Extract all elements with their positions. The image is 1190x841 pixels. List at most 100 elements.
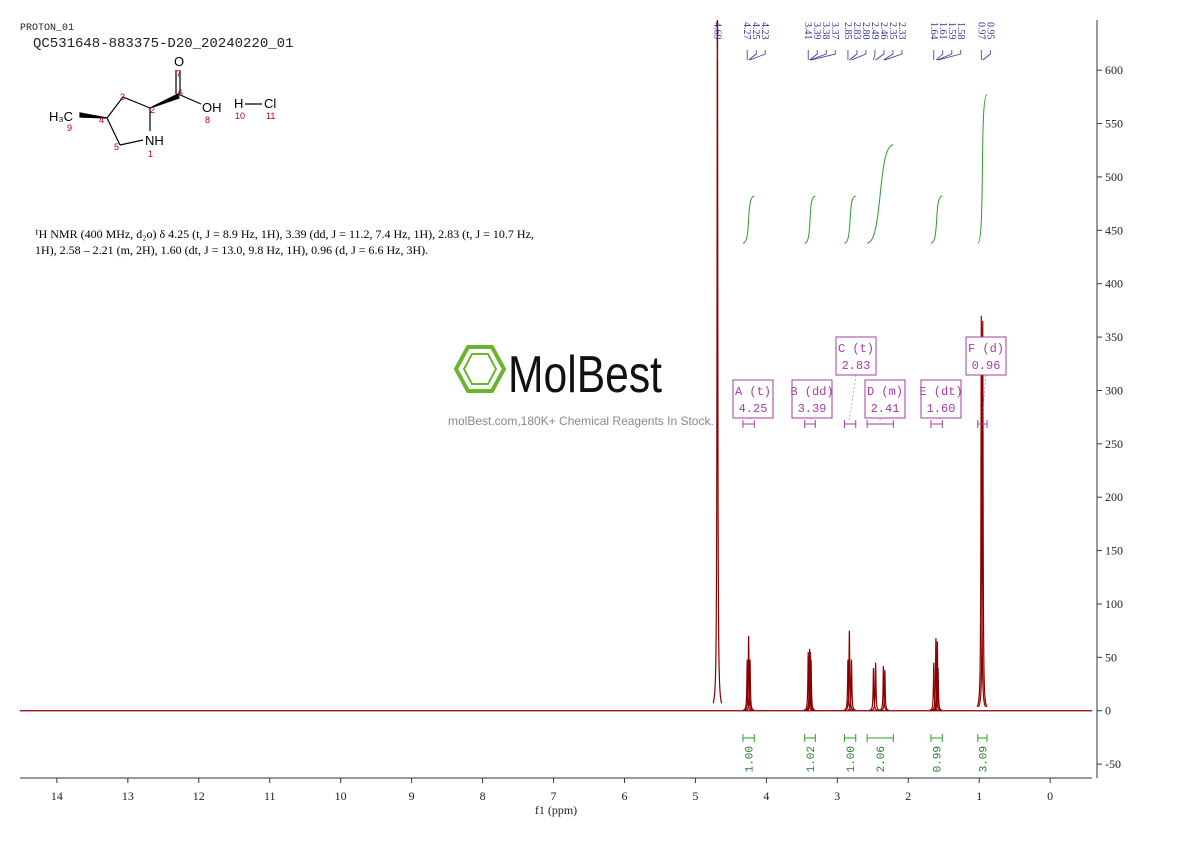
peak-connector [982, 50, 991, 61]
multiplet-label: E (dt) [919, 385, 962, 399]
atom-number: 9 [67, 123, 72, 133]
x-tick-label: 8 [480, 789, 486, 803]
multiplet-pointer [981, 374, 987, 421]
integral-value: 2.06 [876, 746, 888, 772]
integral-value: 1.02 [806, 746, 818, 772]
peak-label: 4.69 [711, 22, 722, 40]
x-tick-label: 12 [193, 789, 205, 803]
multiplet-pointer [849, 374, 857, 421]
peak-label: 4.27 [741, 22, 752, 40]
peak-connector [809, 50, 818, 61]
peak-label: 2.35 [887, 22, 898, 40]
watermark-logo [453, 345, 507, 393]
atom: NH [145, 133, 164, 148]
atom: H₃C [49, 109, 73, 124]
description: 1H), 2.58 – 2.21 (m, 2H), 1.60 (dt, J = … [35, 243, 428, 257]
multiplet-label: F (d) [968, 342, 1004, 356]
multiplet-box [732, 379, 774, 419]
x-tick-label: 0 [1047, 789, 1053, 803]
x-tick-label: 3 [834, 789, 840, 803]
x-tick-label: 5 [692, 789, 698, 803]
multiplet-pointer [936, 417, 942, 421]
integral-curve [844, 195, 857, 244]
peak-connector [875, 50, 885, 61]
peak-label: 2.80 [860, 22, 871, 40]
atom-number: 8 [205, 115, 210, 125]
peak [977, 321, 988, 708]
peak-label: 4.23 [759, 22, 770, 40]
peak [880, 670, 890, 711]
x-tick-label: 1 [976, 789, 982, 803]
y-tick-label: 200 [1105, 490, 1123, 504]
peak-label: 0.95 [984, 22, 995, 40]
atom: O [174, 54, 184, 69]
multiplet-shift: 2.83 [842, 359, 871, 373]
integral-curve [977, 94, 988, 244]
integral-value: 1.00 [846, 746, 858, 772]
peak-label: 1.64 [928, 22, 939, 40]
integral-curve [742, 195, 755, 244]
experiment: PROTON_01 [20, 23, 74, 34]
multiplet-pointer [748, 417, 754, 421]
multiplet-pointer [809, 417, 813, 421]
multiplet-label: C (t) [838, 342, 874, 356]
peak-label: 3.41 [802, 22, 813, 40]
y-tick-label: 400 [1105, 277, 1123, 291]
wedge-bond [79, 112, 108, 119]
atom: OH [202, 100, 222, 115]
bond [122, 96, 151, 109]
multiplet-label: D (m) [867, 385, 903, 399]
peak-connector [749, 50, 766, 61]
atom-number: 10 [235, 111, 245, 121]
description: ¹H NMR (400 MHz, d₂o) δ 4.25 (t, J = 8.9… [35, 227, 534, 241]
peak-label: 3.39 [811, 22, 822, 40]
integral-value: 0.99 [933, 746, 945, 772]
peak-connector [935, 50, 944, 61]
peak [803, 652, 813, 711]
peak-connector [937, 50, 962, 61]
bond [177, 93, 202, 105]
peak-label: 2.46 [878, 22, 889, 40]
peak-label: 0.97 [975, 22, 986, 40]
peak-label: 2.49 [869, 22, 880, 40]
x-axis-label: f1 (ppm) [535, 803, 577, 817]
peak-label: 3.38 [820, 22, 831, 40]
peak-connector [851, 50, 867, 61]
bond [106, 117, 121, 146]
peak [744, 635, 754, 711]
y-tick-label: 500 [1105, 170, 1123, 184]
x-tick-label: 13 [122, 789, 134, 803]
peak-connector [873, 50, 876, 61]
y-tick-label: 550 [1105, 117, 1123, 131]
peak [976, 315, 987, 708]
multiplet-shift: 2.41 [871, 402, 900, 416]
multiplet-label: B (dd) [790, 385, 833, 399]
x-tick-label: 9 [409, 789, 415, 803]
peak [847, 659, 856, 711]
integral-curve [804, 195, 816, 244]
x-tick-label: 4 [763, 789, 769, 803]
y-tick-label: -50 [1105, 757, 1121, 771]
bond [119, 139, 144, 146]
peak [806, 659, 816, 711]
peak-label: 2.85 [842, 22, 853, 40]
peak-label: 1.59 [946, 22, 957, 40]
peak-label: 2.33 [896, 22, 907, 40]
peak [933, 668, 943, 711]
multiplet-shift: 0.96 [972, 359, 1001, 373]
peak-connector [810, 50, 827, 61]
atom-number: 6 [178, 88, 183, 98]
atom-number: 5 [114, 142, 119, 152]
integral-curve [930, 195, 943, 244]
peak [929, 662, 939, 711]
peak [844, 630, 854, 711]
peak-label: 4.25 [750, 22, 761, 40]
plot-area [20, 20, 1092, 712]
peak-label: 2.83 [851, 22, 862, 40]
y-tick-label: 350 [1105, 330, 1123, 344]
atom-number: 7 [176, 69, 181, 79]
x-tick-label: 10 [335, 789, 347, 803]
peak-label: 1.61 [937, 22, 948, 40]
wedge-bond [149, 93, 180, 109]
